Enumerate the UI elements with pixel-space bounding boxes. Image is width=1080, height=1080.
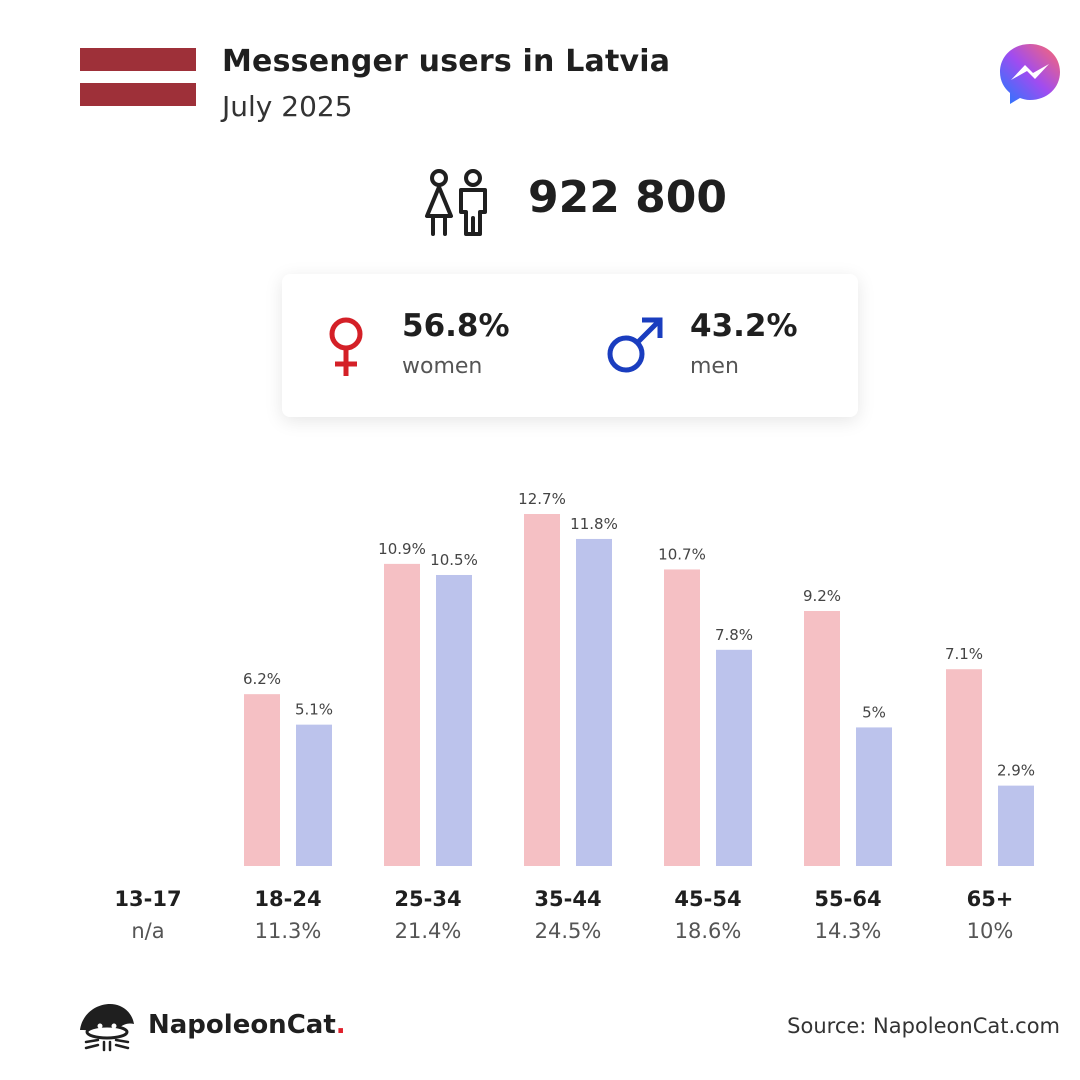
men-label: men xyxy=(690,354,739,379)
bar-value-label: 5% xyxy=(862,703,886,721)
bar-55-64-series-0 xyxy=(804,611,840,866)
category-label: 55-64 xyxy=(814,887,881,911)
flag-stripe-top xyxy=(80,48,196,71)
category-total: 18.6% xyxy=(675,919,742,943)
category-total: 21.4% xyxy=(395,919,462,943)
bar-value-label: 10.7% xyxy=(658,545,706,563)
people-icon xyxy=(425,169,487,236)
category-label: 18-24 xyxy=(254,887,321,911)
brand-name: NapoleonCat xyxy=(148,1010,336,1040)
bar-18-24-series-0 xyxy=(244,694,280,866)
male-symbol-icon xyxy=(607,317,663,373)
latvia-flag xyxy=(80,48,196,106)
bar-35-44-series-0 xyxy=(524,514,560,866)
women-percentage: 56.8% xyxy=(402,308,510,344)
category-label: 65+ xyxy=(967,887,1014,911)
bar-55-64-series-1 xyxy=(856,727,892,866)
bar-value-label: 10.5% xyxy=(430,551,478,569)
page-subtitle: July 2025 xyxy=(222,90,353,123)
category-total: 14.3% xyxy=(815,919,882,943)
gender-card xyxy=(282,274,858,417)
bar-65+-series-0 xyxy=(946,669,982,866)
bar-value-label: 10.9% xyxy=(378,540,426,558)
age-gender-bar-chart: 13-17 n/a 6.2% 5.1% 18-24 11.3% 10.9%10.5% 25-3… xyxy=(114,490,1035,943)
bar-value-label: 7.1% xyxy=(945,645,983,663)
bar-25-34-series-0 xyxy=(384,563,420,866)
bar-value-label: 5.1% xyxy=(295,701,333,719)
source-text: Source: NapoleonCat.com xyxy=(787,1014,1060,1038)
bar-18-24-series-1 xyxy=(296,724,332,866)
women-label: women xyxy=(402,354,483,379)
bar-value-label: 6.2% xyxy=(243,670,281,688)
category-total: 11.3% xyxy=(255,919,322,943)
bar-value-label: 2.9% xyxy=(997,762,1035,780)
bar-value-label: 9.2% xyxy=(803,587,841,605)
bar-45-54-series-0 xyxy=(664,569,700,866)
flag-stripe-middle xyxy=(80,71,196,83)
flag-stripe-bottom xyxy=(80,83,196,106)
bar-value-label: 12.7% xyxy=(518,490,566,508)
category-total: 10% xyxy=(967,919,1014,943)
napoleoncat-logo-icon xyxy=(80,1004,134,1052)
bar-value-label: 11.8% xyxy=(570,515,618,533)
bar-45-54-series-1 xyxy=(716,649,752,866)
category-label: 13-17 xyxy=(114,887,181,911)
category-label: 35-44 xyxy=(534,887,601,911)
men-percentage: 43.2% xyxy=(690,308,798,344)
napoleoncat-brand: NapoleonCat. xyxy=(148,1010,346,1040)
bar-35-44-series-1 xyxy=(576,538,612,866)
category-label: 45-54 xyxy=(674,887,741,911)
category-total: 24.5% xyxy=(535,919,602,943)
bar-value-label: 7.8% xyxy=(715,626,753,644)
category-total: n/a xyxy=(131,919,164,943)
page-title: Messenger users in Latvia xyxy=(222,44,671,79)
female-symbol-icon xyxy=(329,317,363,376)
bar-25-34-series-1 xyxy=(436,574,472,866)
bar-65+-series-1 xyxy=(998,785,1034,866)
total-users: 922 800 xyxy=(528,172,728,223)
brand-dot: . xyxy=(335,1010,346,1040)
messenger-logo-icon xyxy=(1000,44,1060,104)
category-label: 25-34 xyxy=(394,887,461,911)
